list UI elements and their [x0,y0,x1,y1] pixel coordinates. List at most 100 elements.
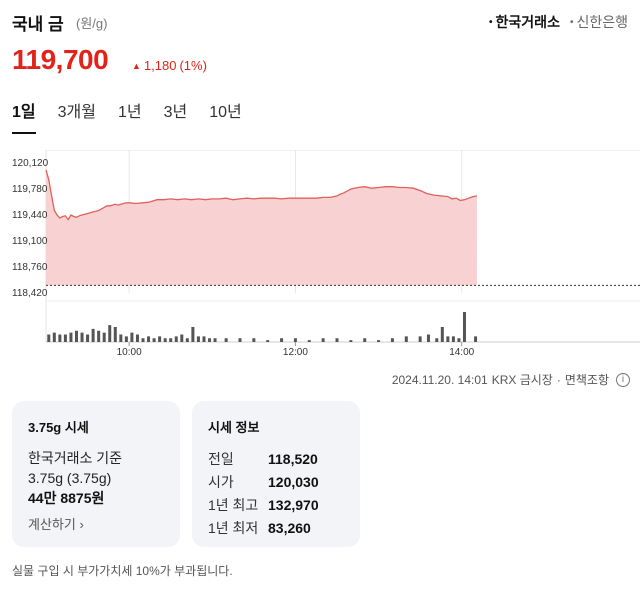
info-icon[interactable]: i [616,372,630,387]
chart-svg: 120,120 119,780 119,440 119,100 118,760 118,4… [12,150,640,358]
volume-bar [426,334,430,342]
info-row-open: 시가 120,030 [208,471,344,494]
volume-bar [52,332,56,342]
calculate-link[interactable]: 계산하기 › [28,514,84,533]
volume-bar [293,338,297,342]
volume-bar [404,336,408,342]
source-tab-label: 신한은행 [576,14,628,30]
volume-bar [113,327,117,342]
volume-bar [124,336,128,342]
volume-bar [446,336,450,342]
y-tick-label: 119,440 [12,210,48,221]
info-value: 83,260 [268,520,311,536]
info-value: 120,030 [268,474,319,490]
volume-bar [58,334,62,342]
info-label: 시가 [208,474,234,490]
current-price: 119,700 [12,44,109,75]
disclaimer-link[interactable]: 면책조항 [564,373,609,387]
market-name: KRX 금시장 [491,373,553,387]
volume-bar [152,338,156,342]
volume-bar [377,340,381,342]
x-tick-label: 14:00 [449,347,474,358]
volume-bar [102,332,106,342]
card-value: 44만 8875원 [28,490,105,506]
volume-bar [238,338,242,342]
card-title: 시세 정보 [208,420,260,435]
tab-1d[interactable]: 1일 [12,98,36,134]
info-value: 118,520 [268,451,318,467]
volume-bar [158,336,162,342]
volume-bar [141,338,145,342]
up-triangle-icon: ▲ [132,60,141,71]
calculate-label: 계산하기 [28,517,76,532]
card-title: 3.75g 시세 [28,420,89,435]
tab-1y[interactable]: 1년 [117,104,142,121]
volume-bar [74,330,78,342]
price-chart[interactable]: 120,120 119,780 119,440 119,100 118,760 118,4… [0,150,640,360]
volume-bar [69,332,73,342]
volume-bar [119,334,123,342]
info-row-high: 1년 최고 132,970 [208,494,344,517]
info-label: 1년 최고 [208,497,259,513]
bullet-icon: • [569,16,574,28]
volume-bar [213,338,217,342]
volume-bar [349,340,353,342]
footnote: 실물 구입 시 부가가치세 10%가 부과됩니다. [12,564,233,578]
volume-bar [321,338,325,342]
price-area [46,169,477,286]
volume-bar [108,325,112,342]
x-tick-label: 10:00 [117,347,142,358]
volume-bar [208,338,212,342]
tab-10y[interactable]: 10년 [209,104,242,121]
volume-bar [435,338,439,342]
page-title: 국내 금 [12,15,64,34]
y-tick-label: 120,120 [12,158,49,169]
volume-bar [191,327,195,342]
info-label: 1년 최저 [208,520,259,536]
volume-bar [80,332,84,342]
volume-bar [174,336,178,342]
volume-bar [135,334,139,342]
timestamp: 2024.11.20. 14:01 [391,372,488,387]
tab-3y[interactable]: 3년 [163,104,188,121]
tab-3m[interactable]: 3개월 [57,104,96,121]
y-tick-label: 119,780 [12,184,48,195]
volume-bar [130,332,134,342]
volume-bar [180,334,184,342]
source-tab-shinhan[interactable]: • 신한은행 [570,12,628,32]
info-row-low: 1년 최저 83,260 [208,517,344,540]
card-basis: 한국거래소 기준 [28,450,123,466]
volume-bar [390,338,394,342]
volume-bar [474,336,478,342]
price-change: ▲ 1,180 (1%) [132,58,207,73]
price-line [45,169,478,221]
volume-bar [457,338,461,342]
volume-bar [86,334,90,342]
volume-bar [97,330,101,342]
volume-bar [418,336,422,342]
volume-bar [91,328,95,342]
header: 국내 금 (원/g) • 한국거래소 • 신한은행 [12,10,628,34]
volume-bar [147,336,151,342]
info-label: 전일 [208,451,234,467]
separator-dot-icon: · [556,372,561,387]
y-tick-label: 118,760 [12,262,48,273]
source-tab-label: 한국거래소 [495,14,560,30]
x-tick-label: 12:00 [283,347,308,358]
info-row-prev: 전일 118,520 [208,448,344,471]
volume-bar [280,338,284,342]
volume-bar [224,338,228,342]
y-tick-label: 118,420 [12,288,48,299]
volume-bar [63,334,67,342]
volume-bar [47,334,51,342]
source-tab-krx[interactable]: • 한국거래소 [489,12,560,32]
chart-meta: 2024.11.20. 14:01 KRX 금시장 · 면책조항 i [392,371,630,388]
volume-bar [462,312,466,342]
info-value: 132,970 [268,497,319,513]
volume-bar [169,338,173,342]
change-percent: (1%) [179,58,207,73]
card-price-info: 시세 정보 전일 118,520 시가 120,030 1년 최고 132,97… [192,401,360,547]
volume-bar [252,338,256,342]
chevron-right-icon: › [79,517,84,532]
volume-bar [185,338,189,342]
